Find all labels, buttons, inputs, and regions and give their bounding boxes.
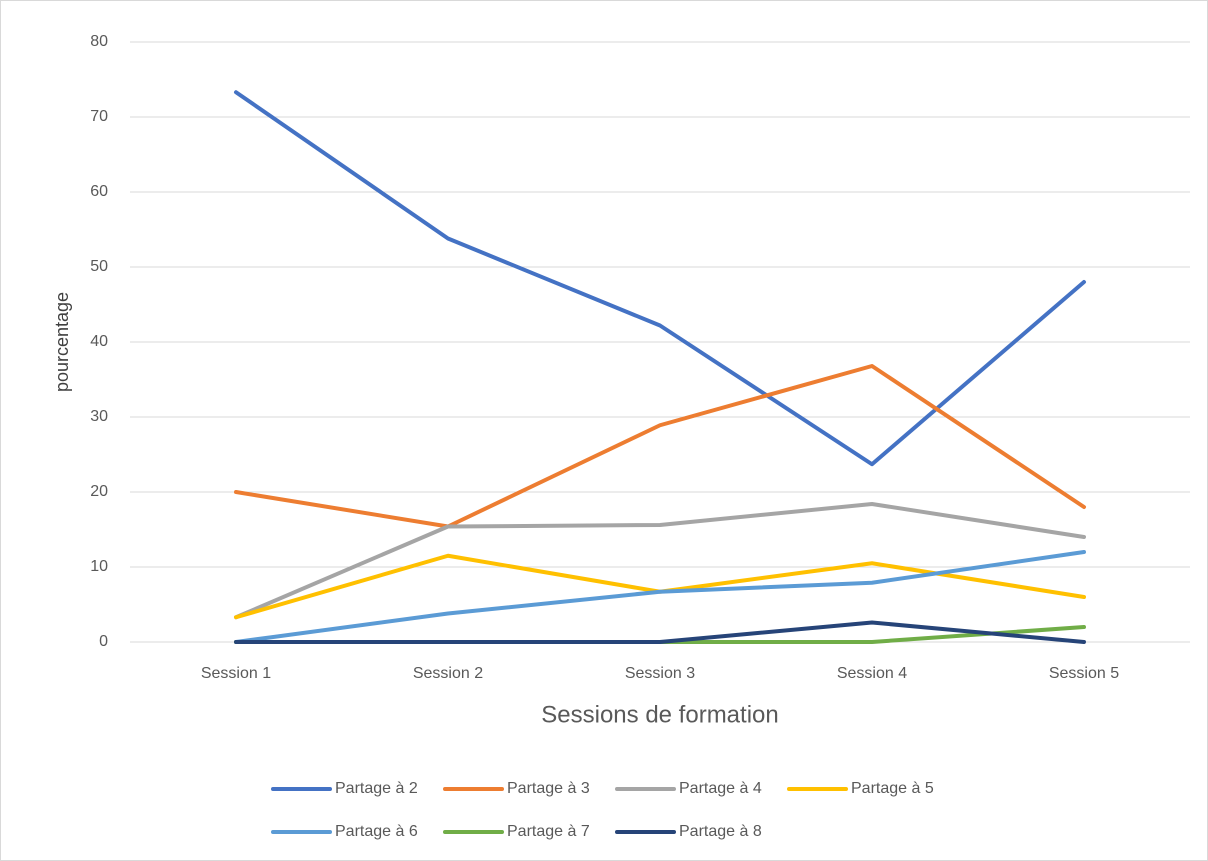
- y-tick-label: 80: [90, 33, 108, 50]
- y-tick-label: 50: [90, 258, 108, 275]
- x-tick-label: Session 5: [1049, 665, 1119, 682]
- series-line: [234, 90, 1086, 467]
- x-tick-label: Session 2: [413, 665, 483, 682]
- series-line: [234, 550, 1086, 644]
- series-line: [234, 620, 1086, 644]
- legend-label: Partage à 8: [679, 823, 762, 840]
- y-axis-title: pourcentage: [52, 292, 72, 392]
- series-line: [234, 502, 1086, 620]
- y-tick-label: 0: [99, 633, 108, 650]
- series-line: [234, 364, 1086, 529]
- legend-label: Partage à 7: [507, 823, 590, 840]
- y-tick-label: 60: [90, 183, 108, 200]
- y-tick-label: 30: [90, 408, 108, 425]
- legend-label: Partage à 4: [679, 780, 762, 797]
- legend-label: Partage à 3: [507, 780, 590, 797]
- legend-label: Partage à 2: [335, 780, 418, 797]
- y-tick-label: 10: [90, 558, 108, 575]
- x-tick-label: Session 3: [625, 665, 695, 682]
- y-tick-label: 20: [90, 483, 108, 500]
- legend-label: Partage à 6: [335, 823, 418, 840]
- y-tick-label: 40: [90, 333, 108, 350]
- x-tick-label: Session 4: [837, 665, 907, 682]
- x-axis-title: Sessions de formation: [541, 701, 778, 728]
- legend-label: Partage à 5: [851, 780, 934, 797]
- y-tick-label: 70: [90, 108, 108, 125]
- x-tick-label: Session 1: [201, 665, 271, 682]
